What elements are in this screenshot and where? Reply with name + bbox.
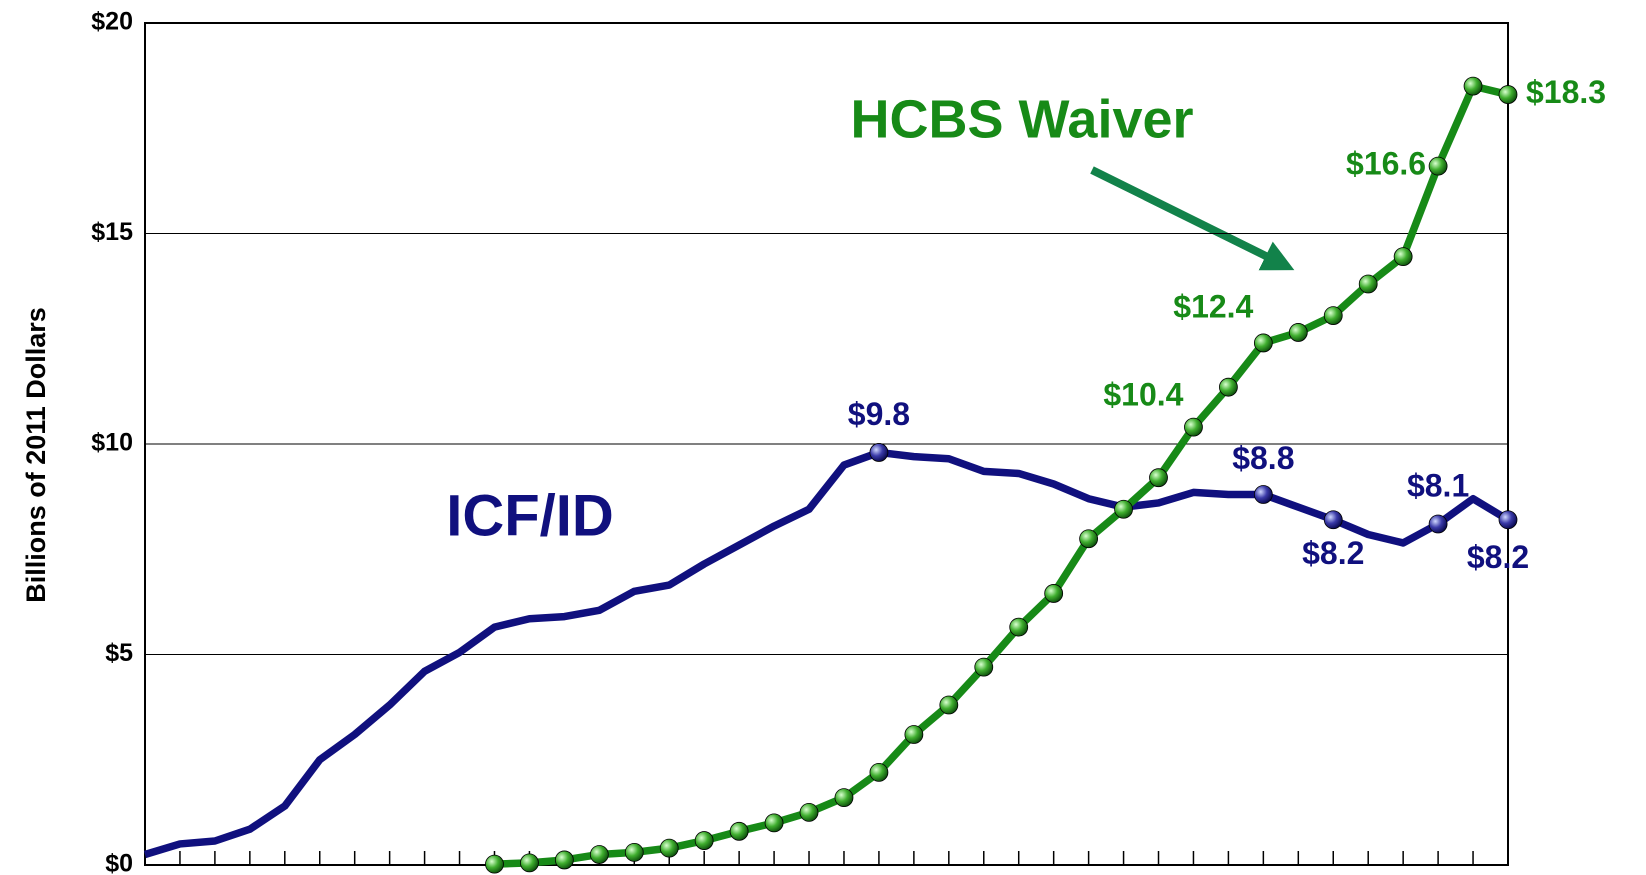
data-point <box>974 657 994 677</box>
y-tick-label: $10 <box>91 429 133 457</box>
data-label: $18.3 <box>1526 74 1606 110</box>
data-point <box>520 853 539 873</box>
data-point <box>694 831 714 850</box>
data-point <box>554 850 574 870</box>
y-tick-label: $5 <box>105 639 133 667</box>
data-point <box>1044 584 1064 603</box>
data-point <box>869 443 889 462</box>
data-point <box>729 821 749 841</box>
data-point <box>1323 306 1343 325</box>
data-point <box>764 813 784 833</box>
data-point <box>869 762 889 782</box>
plot-frame <box>144 22 1509 866</box>
data-point <box>485 854 504 874</box>
data-point <box>799 802 819 822</box>
series-name: HCBS Waiver <box>850 89 1193 149</box>
data-label: $10.4 <box>1103 377 1183 413</box>
data-point <box>1498 85 1518 104</box>
annotation-arrow <box>1090 166 1295 271</box>
data-label: $12.4 <box>1173 288 1253 324</box>
data-point <box>1219 377 1238 397</box>
data-label: $8.2 <box>1467 539 1529 575</box>
data-label: $8.1 <box>1407 467 1469 503</box>
data-point <box>1253 485 1273 504</box>
data-point <box>1288 323 1308 342</box>
data-point <box>1428 156 1448 176</box>
data-label: $9.8 <box>848 396 910 432</box>
data-label: $16.6 <box>1346 146 1426 182</box>
data-point <box>904 725 924 744</box>
y-tick-label: $0 <box>105 850 133 875</box>
data-label: $8.2 <box>1302 535 1364 571</box>
y-axis-label: Billions of 2011 Dollars <box>21 307 51 603</box>
data-point <box>1114 499 1133 519</box>
y-tick-label: $15 <box>91 218 133 246</box>
data-point <box>1149 468 1168 488</box>
data-point <box>1323 510 1343 530</box>
data-point <box>834 788 854 808</box>
data-point <box>1428 514 1448 534</box>
data-label: $8.8 <box>1232 440 1294 476</box>
data-point <box>939 695 959 715</box>
data-point <box>1009 617 1029 637</box>
data-point <box>1358 274 1378 294</box>
series-name: ICF/ID <box>446 483 614 548</box>
data-point <box>1393 247 1413 267</box>
series-line <box>143 448 1510 859</box>
y-tick-label: $20 <box>91 8 133 36</box>
data-point <box>1079 529 1099 549</box>
data-point <box>624 842 644 862</box>
data-point <box>1498 510 1518 530</box>
data-point <box>1184 417 1203 437</box>
data-point <box>1253 333 1273 353</box>
data-point <box>1463 76 1483 96</box>
data-point <box>589 845 609 864</box>
data-point <box>659 838 679 858</box>
